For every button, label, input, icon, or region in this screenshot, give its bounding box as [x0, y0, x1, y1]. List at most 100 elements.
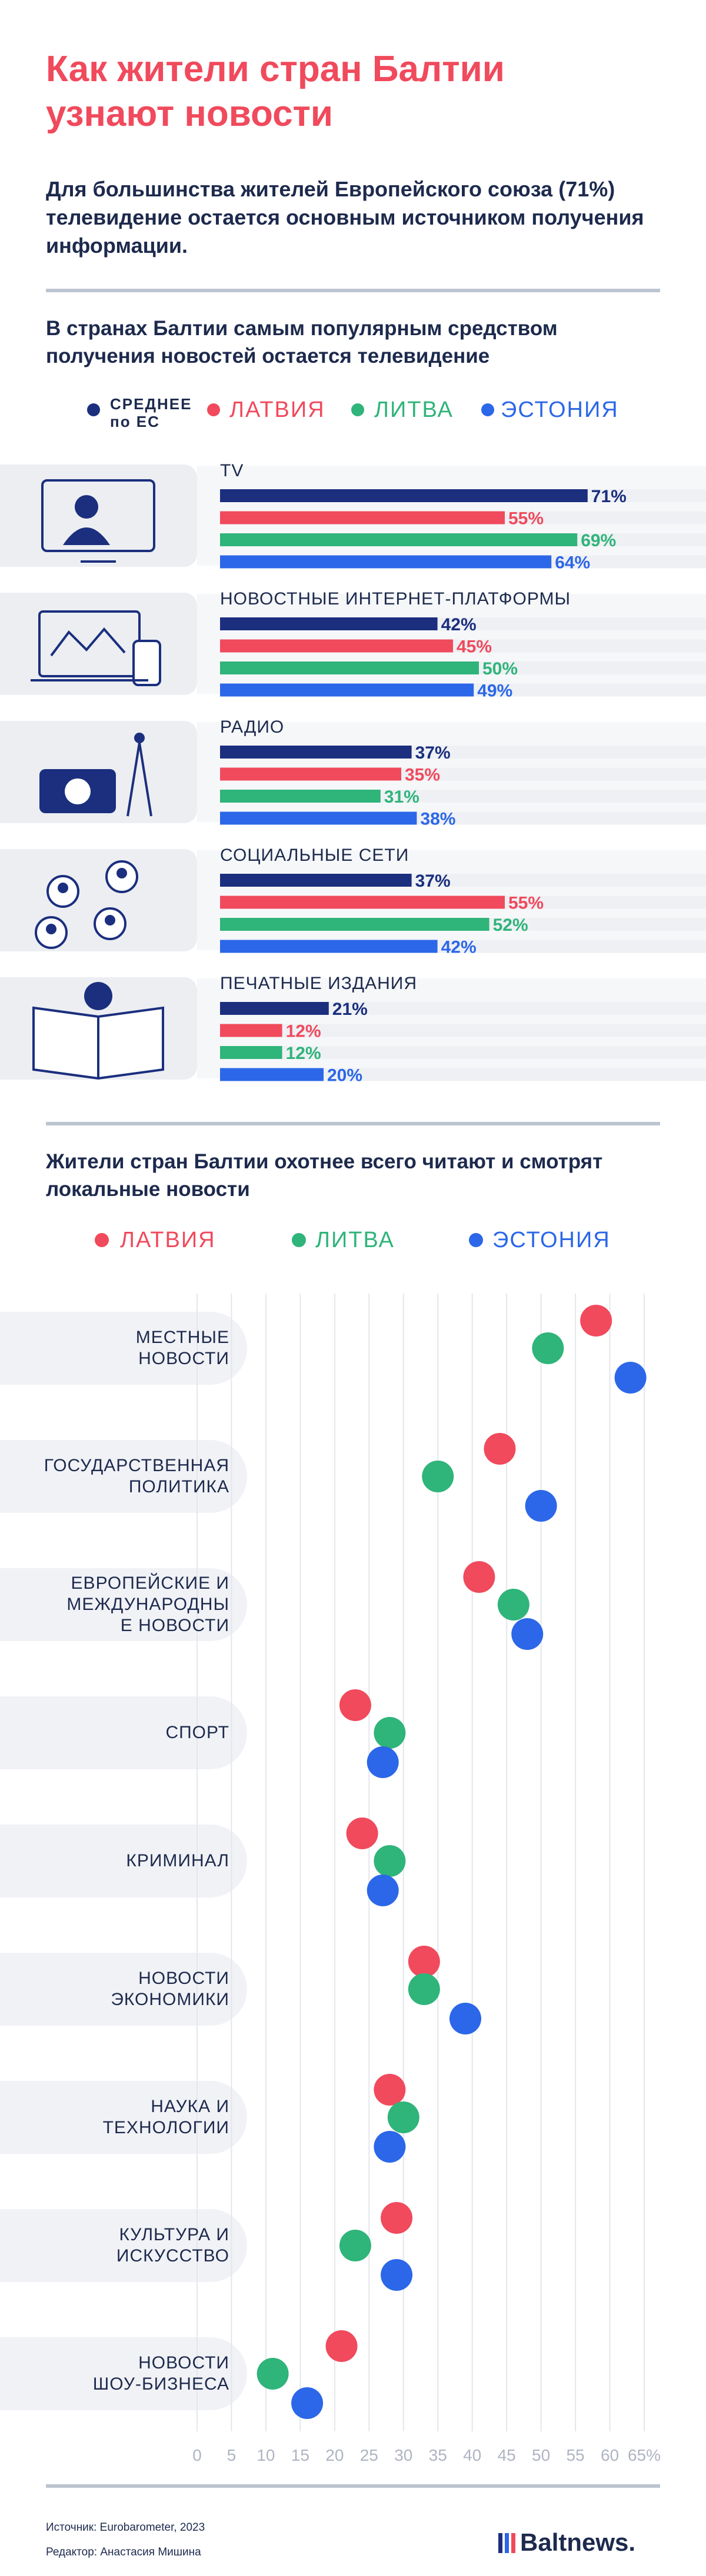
editor: Редактор: Анастасия Мишина: [46, 2546, 201, 2558]
value-label: 52%: [493, 916, 528, 935]
category-label: КРИМИНАЛ: [126, 1851, 229, 1870]
legend-dot: [481, 403, 494, 416]
icon: [75, 495, 98, 519]
x-tick-label: 45: [498, 2446, 516, 2464]
value-label: 42%: [441, 938, 477, 957]
x-tick-label: 5: [227, 2446, 237, 2464]
bar: [220, 661, 479, 674]
label-pill: [0, 1953, 247, 2026]
icon: [50, 627, 126, 657]
dot: [257, 2358, 289, 2390]
dot: [511, 1618, 544, 1650]
bar: [220, 489, 588, 502]
dot: [374, 2074, 406, 2106]
legend-dot: [207, 403, 220, 416]
dot: [525, 1490, 557, 1522]
bar: [220, 1002, 329, 1015]
category-label: ГОСУДАРСТВЕННАЯ ПОЛИТИКА: [44, 1456, 229, 1496]
dot: [374, 2131, 406, 2163]
label-pill: [0, 1312, 247, 1385]
category-label: НАУКА И ТЕХНОЛОГИИ: [102, 2097, 229, 2137]
dot: [374, 1717, 406, 1749]
bar-track: [220, 1046, 706, 1059]
section-title: Жители стран Балтии охотнее всего читают…: [46, 1150, 603, 1201]
x-tick-label: 10: [257, 2446, 275, 2464]
bar: [220, 533, 578, 546]
x-tick-label: 50: [532, 2446, 550, 2464]
value-label: 50%: [482, 659, 518, 679]
icon: [134, 733, 145, 743]
category-label: ПЕЧАТНЫЕ ИЗДАНИЯ: [220, 974, 418, 993]
bar: [220, 918, 489, 931]
label-pill: [0, 2209, 247, 2282]
bar: [220, 896, 505, 909]
value-label: 21%: [332, 1000, 368, 1019]
x-tick-label: 20: [325, 2446, 344, 2464]
x-tick-label: 60: [601, 2446, 619, 2464]
bar: [220, 1046, 282, 1059]
legend-label: ЛАТВИЯ: [120, 1228, 216, 1252]
icon: [116, 868, 127, 878]
dot: [381, 2202, 413, 2234]
value-label: 55%: [508, 894, 544, 913]
value-label: 55%: [508, 509, 544, 529]
bar: [220, 811, 417, 825]
icon-panel: [0, 849, 197, 951]
value-label: 49%: [477, 681, 512, 701]
icon: [84, 982, 112, 1010]
dot: [381, 2259, 413, 2291]
bar: [220, 555, 552, 569]
legend-label: ЛИТВА: [374, 397, 454, 422]
x-tick-label: 40: [463, 2446, 481, 2464]
bar: [220, 683, 474, 697]
category-label: ЕВРОПЕЙСКИЕ И МЕЖДУНАРОДНЫ Е НОВОСТИ: [66, 1573, 229, 1635]
dot: [463, 1561, 495, 1593]
dot: [497, 1589, 530, 1621]
bar-track: [220, 1068, 706, 1081]
category-label: СПОРТ: [165, 1723, 229, 1742]
x-tick-label: 35: [429, 2446, 447, 2464]
dot: [374, 1845, 406, 1877]
category-label: TV: [220, 461, 244, 480]
icon: [58, 883, 68, 893]
subtitle: Для большинства жителей Европейского сою…: [46, 177, 644, 258]
bar: [220, 639, 453, 653]
dot: [422, 1461, 454, 1492]
value-label: 37%: [415, 871, 451, 891]
legend-dot: [95, 1233, 109, 1247]
icon: [105, 915, 115, 926]
value-label: 38%: [420, 810, 455, 829]
legend-label: ЭСТОНИЯ: [501, 397, 619, 422]
legend-dot: [87, 403, 100, 416]
value-label: 12%: [286, 1022, 321, 1041]
category-label: СОЦИАЛЬНЫЕ СЕТИ: [220, 846, 409, 865]
bar: [220, 617, 438, 630]
value-label: 42%: [441, 615, 477, 634]
value-label: 12%: [286, 1044, 321, 1063]
label-pill: [0, 1568, 247, 1641]
section-title: В странах Балтии самым популярным средст…: [46, 317, 558, 367]
category-label: КУЛЬТУРА И ИСКУССТВО: [116, 2225, 229, 2266]
dot: [291, 2387, 324, 2419]
bar: [220, 940, 438, 953]
value-label: 69%: [581, 531, 616, 550]
logo: Baltnews.: [520, 2528, 636, 2556]
icon: [41, 479, 155, 552]
legend-dot: [469, 1233, 483, 1247]
icon: [46, 924, 56, 934]
bar: [220, 1068, 324, 1081]
dot: [346, 1817, 378, 1849]
dot: [387, 2101, 419, 2133]
dot: [408, 1973, 440, 2005]
dot: [325, 2330, 358, 2362]
bar: [220, 746, 412, 759]
icon-panel: [0, 465, 197, 567]
value-label: 37%: [415, 743, 451, 763]
value-label: 20%: [327, 1066, 362, 1085]
source: Источник: Eurobarometer, 2023: [46, 2521, 205, 2534]
category-label: НОВОСТНЫЕ ИНТЕРНЕТ-ПЛАТФОРМЫ: [220, 589, 571, 609]
dot: [580, 1305, 612, 1337]
legend-label: СРЕДНЕЕ по ЕС: [110, 395, 192, 430]
legend-label: ЛИТВА: [315, 1228, 395, 1252]
